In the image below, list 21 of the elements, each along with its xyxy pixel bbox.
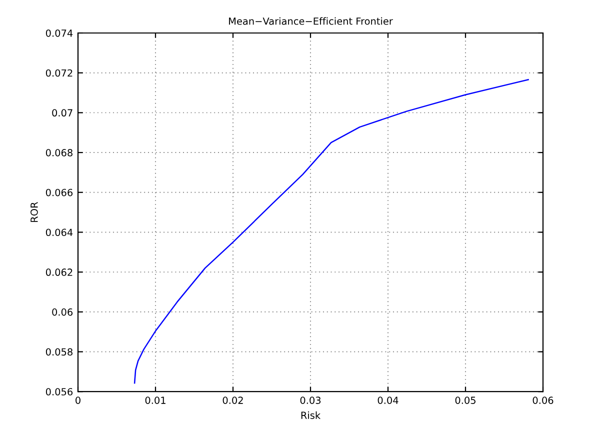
y-tick-label: 0.062: [46, 268, 72, 276]
x-tick-label: 0.02: [222, 396, 243, 404]
y-tick-label: 0.058: [46, 348, 72, 356]
x-tick-label: 0.01: [145, 396, 166, 404]
y-tick-label: 0.07: [52, 109, 72, 117]
y-axis-title: ROR: [30, 202, 38, 222]
y-tick-label: 0.072: [46, 69, 72, 77]
y-tick-label: 0.074: [46, 29, 73, 37]
y-tick-label: 0.066: [46, 188, 73, 196]
y-tick-label: 0.056: [46, 388, 73, 396]
x-tick-label: 0.04: [378, 396, 398, 404]
y-tick-label: 0.068: [46, 149, 72, 156]
chart-title: Mean−Variance−Efficient Frontier: [229, 17, 393, 25]
x-tick-label: 0.03: [300, 396, 321, 404]
y-tick-label: 0.06: [52, 308, 73, 316]
x-tick-label: 0.06: [532, 396, 554, 404]
x-tick-label: 0.05: [455, 396, 476, 404]
x-axis-title: Risk: [301, 411, 321, 419]
line-series: [134, 78, 529, 384]
x-tick-label: 0: [76, 396, 80, 404]
y-tick-label: 0.064: [46, 228, 73, 236]
